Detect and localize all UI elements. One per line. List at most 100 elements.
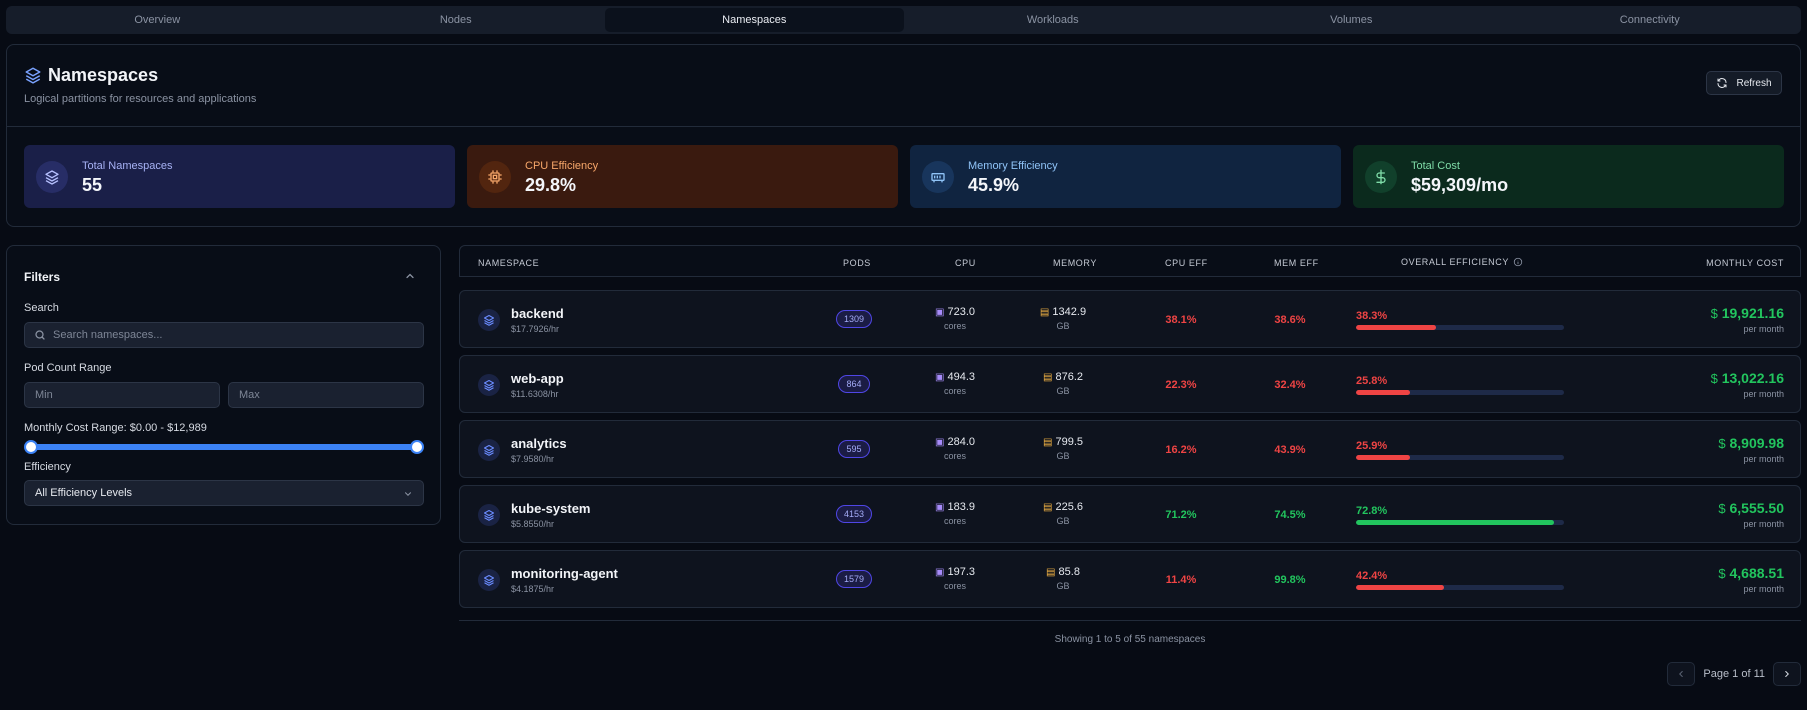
refresh-button[interactable]: Refresh bbox=[1706, 71, 1782, 95]
cpu-value-line: ▣ 284.0 bbox=[910, 436, 1000, 448]
header-namespace[interactable]: NAMESPACE bbox=[478, 258, 540, 268]
cpu-value-line: ▣ 494.3 bbox=[910, 371, 1000, 383]
cpu-icon: ▣ bbox=[934, 307, 945, 318]
tab-connectivity[interactable]: Connectivity bbox=[1619, 14, 1680, 26]
search-input[interactable] bbox=[24, 322, 424, 348]
layers-icon bbox=[25, 67, 41, 84]
info-icon[interactable] bbox=[1513, 257, 1523, 267]
stat-label: Total Cost bbox=[1411, 160, 1460, 172]
showing-text: Showing 1 to 5 of 55 namespaces bbox=[1054, 634, 1206, 645]
tab-nodes[interactable]: Nodes bbox=[439, 14, 472, 26]
layers-icon bbox=[478, 374, 500, 396]
chevron-up-icon[interactable] bbox=[404, 270, 416, 282]
layers-icon bbox=[36, 161, 68, 193]
tab-namespaces[interactable]: Namespaces bbox=[605, 8, 904, 32]
tab-volumes[interactable]: Volumes bbox=[1330, 14, 1373, 26]
table-row[interactable]: web-app $11.6308/hr 864 ▣ 494.3 cores ▤ … bbox=[459, 355, 1801, 413]
cost-value: 8,909.98 bbox=[1729, 435, 1785, 451]
filters-title: Filters bbox=[24, 270, 61, 284]
dollar-icon: $ bbox=[1718, 566, 1726, 581]
slider-thumb-max[interactable] bbox=[410, 440, 424, 454]
header-mem-eff[interactable]: MEM EFF bbox=[1274, 258, 1319, 268]
header-pods[interactable]: PODS bbox=[843, 258, 871, 268]
memory-metric: ▤ 1342.9 GB bbox=[1018, 306, 1108, 331]
cpu-value-line: ▣ 197.3 bbox=[910, 566, 1000, 578]
table-row[interactable]: kube-system $5.8550/hr 4153 ▣ 183.9 core… bbox=[459, 485, 1801, 543]
pod-max-input[interactable] bbox=[228, 382, 424, 408]
stat-label: Total Namespaces bbox=[82, 160, 173, 172]
efficiency-selected: All Efficiency Levels bbox=[35, 487, 133, 499]
layers-icon bbox=[478, 309, 500, 331]
cost-value: 6,555.50 bbox=[1729, 500, 1785, 516]
header-cpu[interactable]: CPU bbox=[955, 258, 976, 268]
memory-icon: ▤ bbox=[1046, 567, 1056, 578]
efficiency-label: Efficiency bbox=[24, 461, 71, 473]
cost-period: per month bbox=[1743, 454, 1784, 464]
namespace-name: kube-system bbox=[511, 501, 591, 516]
refresh-label: Refresh bbox=[1736, 77, 1772, 89]
tab-overview[interactable]: Overview bbox=[134, 14, 181, 26]
cost-range-label: Monthly Cost Range: $0.00 - $12,989 bbox=[24, 422, 207, 434]
namespace-hourly-rate: $7.9580/hr bbox=[511, 454, 555, 464]
search-icon bbox=[35, 330, 45, 340]
cpu-efficiency: 22.3% bbox=[1165, 379, 1197, 391]
efficiency-bar bbox=[1356, 520, 1564, 525]
cost-period: per month bbox=[1743, 584, 1784, 594]
cpu-unit: cores bbox=[943, 321, 966, 331]
cpu-unit: cores bbox=[943, 386, 966, 396]
tab-workloads[interactable]: Workloads bbox=[1026, 14, 1079, 26]
layers-icon bbox=[478, 569, 500, 591]
efficiency-select[interactable]: All Efficiency Levels bbox=[24, 480, 424, 506]
cpu-value: 494.3 bbox=[947, 371, 976, 383]
table-row[interactable]: backend $17.7926/hr 1309 ▣ 723.0 cores ▤… bbox=[459, 290, 1801, 348]
tab-bar: Overview Nodes Namespaces Workloads Volu… bbox=[6, 6, 1801, 34]
layers-icon bbox=[478, 439, 500, 461]
memory-unit: GB bbox=[1056, 581, 1070, 591]
monthly-cost: $ 8,909.98 per month bbox=[1718, 435, 1784, 464]
stat-label: CPU Efficiency bbox=[525, 160, 599, 172]
header-memory[interactable]: MEMORY bbox=[1053, 258, 1097, 268]
memory-icon: ▤ bbox=[1042, 437, 1053, 448]
table-row[interactable]: analytics $7.9580/hr 595 ▣ 284.0 cores ▤… bbox=[459, 420, 1801, 478]
slider-thumb-min[interactable] bbox=[24, 440, 38, 454]
pods-badge: 1579 bbox=[836, 570, 872, 588]
header-cpu-eff[interactable]: CPU EFF bbox=[1165, 258, 1208, 268]
efficiency-bar bbox=[1356, 455, 1564, 460]
memory-value-line: ▤ 225.6 bbox=[1018, 501, 1108, 513]
header-overall[interactable]: OVERALL EFFICIENCY bbox=[1401, 257, 1523, 267]
search-wrapper bbox=[24, 322, 424, 348]
header-cost[interactable]: MONTHLY COST bbox=[1706, 258, 1784, 268]
dollar-icon: $ bbox=[1710, 371, 1718, 386]
monthly-cost: $ 13,022.16 per month bbox=[1711, 370, 1784, 399]
memory-metric: ▤ 225.6 GB bbox=[1018, 501, 1108, 526]
pod-min-input[interactable] bbox=[24, 382, 220, 408]
overall-efficiency: 38.3% bbox=[1356, 310, 1564, 330]
cost-value: 4,688.51 bbox=[1729, 565, 1785, 581]
overall-efficiency-value: 25.8% bbox=[1356, 375, 1388, 387]
page-subtitle: Logical partitions for resources and app… bbox=[24, 93, 257, 105]
cpu-value: 183.9 bbox=[947, 501, 976, 513]
memory-metric: ▤ 85.8 GB bbox=[1018, 566, 1108, 591]
memory-efficiency: 32.4% bbox=[1274, 379, 1306, 391]
chevron-right-icon bbox=[1785, 670, 1789, 678]
cost-range-slider[interactable] bbox=[24, 440, 424, 454]
overall-efficiency: 72.8% bbox=[1356, 505, 1564, 525]
memory-unit: GB bbox=[1056, 386, 1070, 396]
memory-unit: GB bbox=[1056, 516, 1070, 526]
prev-page-button[interactable] bbox=[1667, 662, 1696, 686]
table-footer-divider bbox=[459, 620, 1801, 621]
memory-value-line: ▤ 1342.9 bbox=[1018, 306, 1108, 318]
cpu-value-line: ▣ 723.0 bbox=[910, 306, 1000, 318]
cpu-icon: ▣ bbox=[934, 372, 945, 383]
next-page-button[interactable] bbox=[1773, 662, 1801, 686]
table-row[interactable]: monitoring-agent $4.1875/hr 1579 ▣ 197.3… bbox=[459, 550, 1801, 608]
cpu-icon: ▣ bbox=[934, 437, 945, 448]
overall-efficiency: 25.8% bbox=[1356, 375, 1564, 395]
cpu-metric: ▣ 723.0 cores bbox=[910, 306, 1000, 331]
cost-period: per month bbox=[1743, 324, 1784, 334]
memory-value: 225.6 bbox=[1055, 501, 1084, 513]
cpu-unit: cores bbox=[943, 516, 966, 526]
namespace-hourly-rate: $4.1875/hr bbox=[511, 584, 555, 594]
chevron-left-icon bbox=[1679, 670, 1684, 678]
pods-badge: 4153 bbox=[836, 505, 872, 523]
